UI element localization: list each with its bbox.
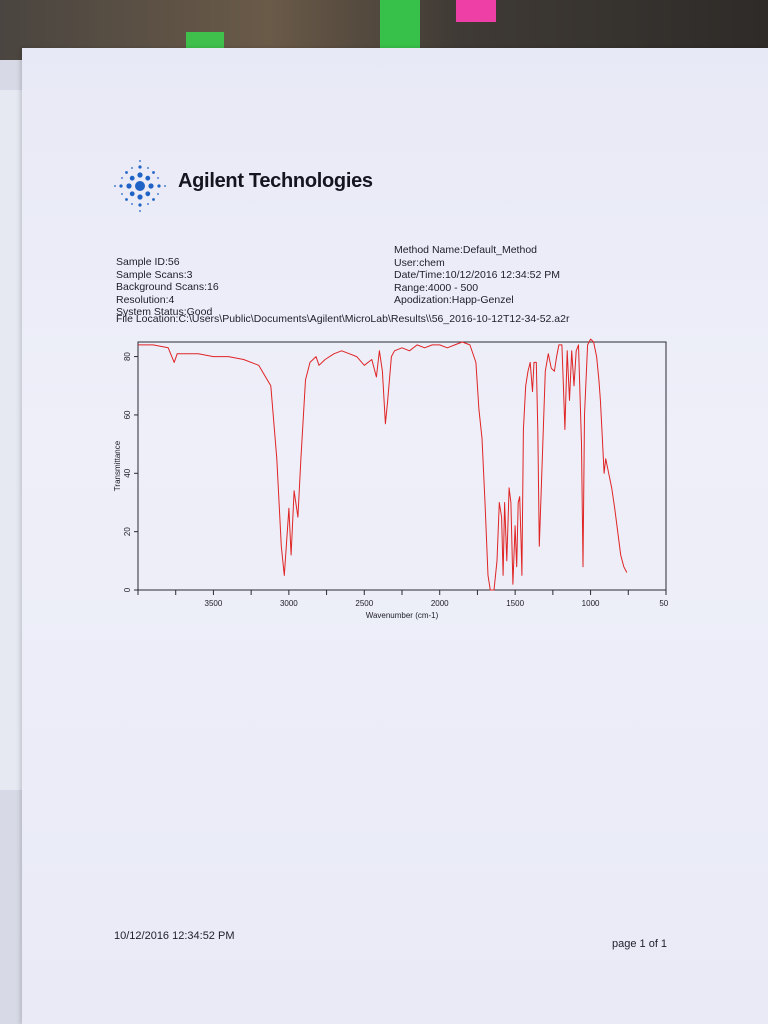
sticky-tab-magenta	[456, 0, 496, 22]
x-tick-label: 1500	[506, 599, 524, 608]
agilent-spark-logo-icon	[114, 160, 166, 212]
y-tick-label: 80	[123, 352, 132, 361]
user: User:chem	[394, 256, 445, 269]
x-axis-label: Wavenumber (cm-1)	[366, 611, 439, 620]
x-tick-label: 2500	[355, 599, 373, 608]
x-tick-label: 1000	[582, 599, 600, 608]
background-scans: Background Scans:16	[116, 281, 219, 293]
x-tick-label: 500	[659, 599, 668, 608]
date-time: Date/Time:10/12/2016 12:34:52 PM	[394, 269, 560, 281]
x-tick-label: 2000	[431, 599, 449, 608]
sample-scans: Sample Scans:3	[116, 268, 193, 281]
resolution: Resolution:4	[116, 293, 175, 306]
system-status: System Status:Good	[116, 306, 213, 318]
y-tick-label: 60	[123, 410, 132, 419]
sample-id: Sample ID:56	[116, 256, 180, 268]
brand-name: Agilent Technologies	[178, 170, 373, 192]
apodization: Apodization:Happ-Genzel	[394, 294, 514, 306]
method-info: Method Name:Default_Method User:chem Dat…	[394, 244, 560, 307]
sticky-tab-green-2	[380, 0, 420, 48]
y-tick-label: 20	[123, 527, 132, 536]
y-tick-label: 0	[123, 587, 132, 592]
plot-frame	[137, 341, 667, 591]
range: Range:4000 - 500	[394, 281, 479, 294]
x-tick-label: 3500	[205, 599, 223, 608]
ir-spectrum-chart: 3500 3000 2500 2000 1500 1000 500 0 20 40 60 80 Wave…	[113, 338, 668, 620]
x-tick-label: 3000	[280, 599, 298, 608]
y-tick-label: 40	[123, 468, 132, 477]
method-name: Method Name:Default_Method	[394, 244, 537, 256]
y-axis-label: Transmittance	[113, 440, 122, 491]
file-location: File Location:C:\Users\Public\Documents\…	[116, 313, 570, 325]
report-page	[22, 48, 768, 1024]
transmittance-trace-0	[138, 338, 628, 591]
page-number: page 1 of 1	[612, 938, 668, 950]
sample-info: Sample ID:56 Sample Scans:3 Background S…	[116, 256, 219, 319]
footer-date: 10/12/2016 12:34:52 PM	[114, 930, 235, 942]
